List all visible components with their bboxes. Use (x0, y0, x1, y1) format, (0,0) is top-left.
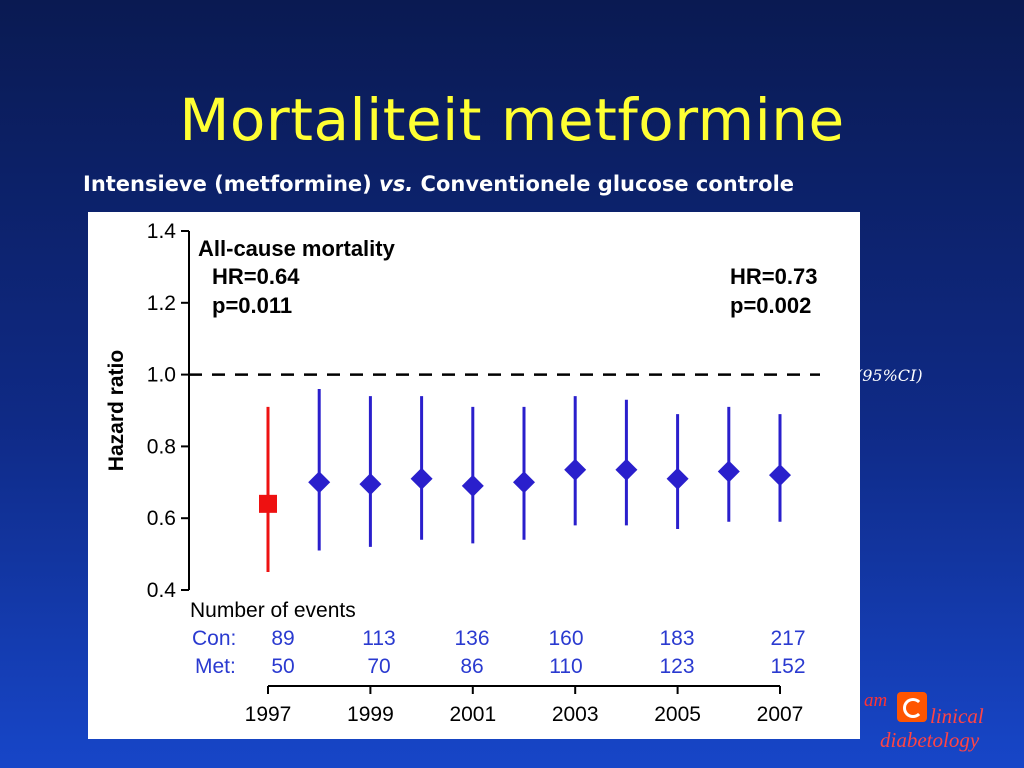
slide-subtitle: Intensieve (metformine) vs. Conventionel… (83, 172, 794, 196)
met-event-count: 70 (367, 655, 390, 678)
con-event-count: 217 (770, 627, 805, 650)
x-tick-label: 2001 (449, 703, 496, 726)
subtitle-part2: Conventionele glucose controle (413, 172, 795, 196)
right-p-annotation: p=0.002 (730, 293, 811, 318)
met-event-count: 50 (271, 655, 294, 678)
x-tick-label: 1997 (245, 703, 292, 726)
hr-point-2006 (717, 460, 740, 483)
x-tick-label: 2005 (654, 703, 701, 726)
chart-title: All-cause mortality (198, 236, 396, 261)
hr-point-1998 (308, 471, 331, 494)
hr-point-2003 (564, 458, 587, 481)
con-event-count: 89 (271, 627, 294, 650)
hr-point-1997 (259, 494, 277, 513)
met-row-label: Met: (195, 655, 236, 678)
y-tick-label: 1.4 (147, 220, 177, 243)
hr-point-2002 (513, 471, 535, 494)
logo-linical: linical (930, 704, 984, 728)
ci-note: (95%CI) (856, 366, 923, 385)
y-axis-label: Hazard ratio (105, 350, 128, 471)
hr-point-2004 (615, 458, 638, 481)
x-tick-label: 2003 (552, 703, 599, 726)
subtitle-vs: vs. (379, 172, 414, 196)
logo-am: am (864, 690, 888, 711)
con-event-count: 136 (454, 627, 489, 650)
chart-panel: 1.4 1.2 1.0 0.8 0.6 0.4 Hazard ratio All-cause … (88, 212, 860, 739)
met-event-count: 152 (770, 655, 805, 678)
hazard-ratio-chart: 1.4 1.2 1.0 0.8 0.6 0.4 Hazard ratio All-cause … (105, 220, 820, 726)
logo-diabetology: diabetology (880, 728, 980, 752)
y-tick-label: 0.8 (147, 435, 176, 458)
logo-c-icon (897, 692, 927, 722)
subtitle-part1: Intensieve (metformine) (83, 172, 380, 196)
y-tick-label: 1.0 (147, 364, 176, 387)
x-tick-label: 1999 (347, 703, 394, 726)
met-event-count: 86 (460, 655, 483, 678)
clinical-diabetology-logo: am linical diabetology (864, 688, 1014, 758)
met-event-count: 123 (659, 655, 694, 678)
y-tick-label: 0.6 (147, 507, 176, 530)
hr-point-2001 (461, 474, 484, 497)
con-event-count: 160 (548, 627, 583, 650)
x-tick-label: 2007 (757, 703, 804, 726)
con-event-count: 183 (659, 627, 694, 650)
con-row-label: Con: (192, 627, 236, 650)
hr-point-2007 (769, 464, 791, 487)
met-event-count: 110 (549, 655, 582, 678)
hr-point-2005 (666, 467, 689, 490)
con-event-count: 113 (362, 627, 395, 650)
hr-point-2000 (410, 467, 433, 490)
y-tick-label: 0.4 (147, 579, 177, 602)
right-hr-annotation: HR=0.73 (730, 264, 817, 289)
y-tick-label: 1.2 (147, 292, 176, 315)
hr-point-1999 (359, 473, 382, 496)
left-hr-annotation: HR=0.64 (212, 264, 300, 289)
slide-title: Mortaliteit metformine (179, 86, 845, 154)
events-heading: Number of events (190, 599, 356, 622)
left-p-annotation: p=0.011 (212, 293, 292, 318)
